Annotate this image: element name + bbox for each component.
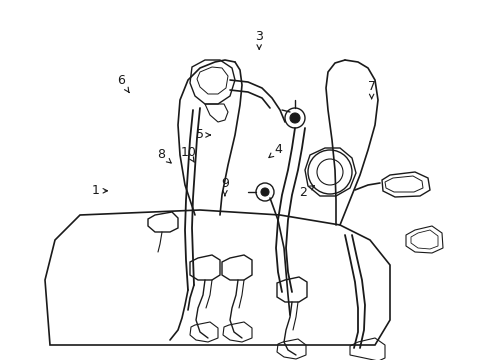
Text: 4: 4 (268, 143, 282, 158)
Text: 3: 3 (255, 30, 263, 49)
Text: 2: 2 (299, 186, 314, 199)
Text: 6: 6 (117, 75, 129, 93)
Text: 9: 9 (221, 177, 228, 196)
Text: 8: 8 (157, 148, 171, 163)
Text: 10: 10 (180, 147, 196, 162)
Text: 5: 5 (196, 129, 210, 141)
Text: 7: 7 (367, 80, 375, 99)
Circle shape (289, 113, 299, 123)
Circle shape (261, 188, 268, 196)
Text: 1: 1 (91, 184, 107, 197)
